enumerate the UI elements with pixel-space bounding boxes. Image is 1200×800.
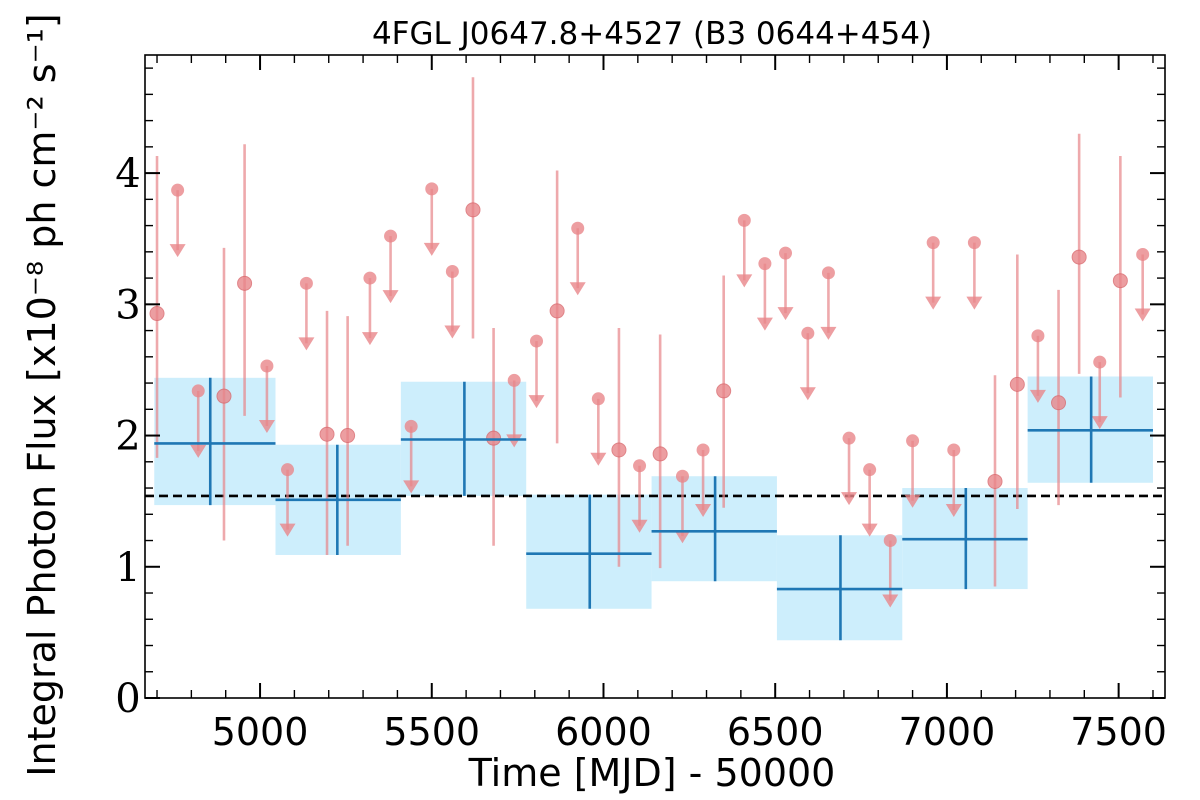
upper-limit-cap	[1093, 355, 1107, 369]
y-tick-label: 4	[115, 151, 140, 197]
detection-point	[340, 428, 356, 444]
upper-limit-cap	[281, 463, 295, 477]
upper-limit-cap	[801, 326, 815, 340]
upper-limit-cap	[758, 257, 772, 271]
bin-uncertainty-box	[154, 377, 276, 506]
upper-limit-arrowhead	[777, 307, 794, 321]
x-tick-label: 6000	[555, 710, 652, 754]
upper-limit-cap	[675, 469, 689, 483]
upper-limit-arrowhead	[403, 480, 420, 494]
upper-limit-arrowhead	[1134, 308, 1151, 322]
y-tick-label: 0	[115, 676, 140, 722]
upper-limit-cap	[967, 236, 981, 250]
x-axis-label: Time [MJD] - 50000	[468, 751, 836, 795]
axes: 5000 5500 6000 6500 7000 7500 0 1 2 3 4	[115, 54, 1167, 754]
upper-limit-arrowhead	[169, 244, 186, 258]
y-tick-label: 2	[115, 414, 140, 460]
upper-limit-arrowhead	[820, 326, 837, 340]
upper-limit-cap	[842, 431, 856, 445]
upper-limit-cap	[571, 221, 585, 235]
upper-limit-arrowhead	[861, 523, 878, 537]
x-tick-label: 7000	[899, 710, 996, 754]
x-tick-label: 5000	[212, 710, 309, 754]
upper-limit-arrowhead	[945, 503, 962, 517]
upper-limit-arrowhead	[674, 530, 691, 544]
detection-point	[319, 426, 335, 442]
x-tick-label: 6500	[727, 710, 824, 754]
upper-limit-cap	[260, 359, 274, 373]
detection-point	[611, 442, 627, 458]
upper-limit-arrowhead	[258, 420, 275, 434]
upper-limit-cap	[906, 434, 920, 448]
upper-limit-cap	[363, 271, 377, 285]
upper-limit-cap	[507, 373, 521, 387]
upper-limit-cap	[404, 419, 418, 433]
upper-limit-arrowhead	[736, 274, 753, 288]
upper-limit-arrowhead	[444, 325, 461, 339]
detection-point	[465, 202, 481, 218]
upper-limit-cap	[883, 534, 897, 548]
upper-limit-arrowhead	[569, 282, 586, 296]
plot-frame	[144, 54, 1166, 699]
detection-point	[716, 383, 732, 399]
upper-limit-arrowhead	[298, 337, 315, 351]
detection-point	[1051, 395, 1067, 411]
upper-limit-arrowhead	[361, 332, 378, 346]
upper-limit-arrowhead	[695, 503, 712, 517]
upper-limit-cap	[445, 265, 459, 279]
upper-limit-arrowhead	[279, 523, 296, 537]
detection-point	[549, 303, 565, 319]
upper-limit-cap	[530, 334, 544, 348]
upper-limit-arrowhead	[590, 452, 607, 466]
upper-limit-arrowhead	[382, 290, 399, 304]
upper-limit-cap	[425, 182, 439, 196]
detection-point	[652, 446, 668, 462]
upper-limit-arrowhead	[506, 434, 523, 448]
upper-limit-cap	[696, 443, 710, 457]
y-tick-label: 3	[115, 282, 140, 328]
detection-point	[1071, 249, 1087, 265]
y-tick-label: 1	[115, 545, 140, 591]
upper-limit-cap	[633, 459, 647, 473]
upper-limit-arrowhead	[756, 317, 773, 331]
plot-area	[145, 77, 1165, 641]
upper-limit-cap	[947, 443, 961, 457]
chart-title: 4FGL J0647.8+4527 (B3 0644+454)	[372, 16, 932, 52]
upper-limit-cap	[384, 229, 398, 243]
upper-limit-arrowhead	[1091, 416, 1108, 430]
upper-limit-arrowhead	[925, 296, 942, 310]
upper-limit-arrowhead	[1029, 389, 1046, 403]
upper-limit-arrowhead	[966, 296, 983, 310]
upper-limit-arrowhead	[904, 494, 921, 508]
upper-limit-arrowhead	[190, 444, 207, 458]
upper-limit-cap	[1136, 247, 1150, 261]
upper-limit-arrowhead	[841, 492, 858, 506]
detection-point	[1009, 376, 1025, 392]
upper-limit-cap	[821, 266, 835, 280]
detection-point	[486, 430, 502, 446]
upper-limit-cap	[863, 463, 877, 477]
upper-limit-arrowhead	[799, 387, 816, 401]
upper-limit-arrowhead	[882, 594, 899, 608]
upper-limit-cap	[299, 276, 313, 290]
upper-limit-arrowhead	[528, 395, 545, 409]
upper-limit-cap	[1031, 329, 1045, 343]
detection-point	[237, 275, 253, 291]
upper-limit-cap	[737, 213, 751, 227]
detection-point	[1112, 273, 1128, 289]
detection-point	[149, 306, 165, 322]
x-tick-label: 5500	[383, 710, 480, 754]
upper-limit-arrowhead	[631, 519, 648, 533]
upper-limit-cap	[591, 392, 605, 406]
upper-limit-cap	[779, 246, 793, 260]
y-axis-label: Integral Photon Flux [x10⁻⁸ ph cm⁻² s⁻¹]	[20, 13, 64, 776]
upper-limit-arrowhead	[423, 242, 440, 256]
detection-point	[987, 473, 1003, 489]
upper-limit-cap	[191, 384, 205, 398]
upper-limit-cap	[926, 236, 940, 250]
detection-point	[216, 388, 232, 404]
upper-limit-cap	[171, 183, 185, 197]
x-tick-label: 7500	[1070, 710, 1167, 754]
